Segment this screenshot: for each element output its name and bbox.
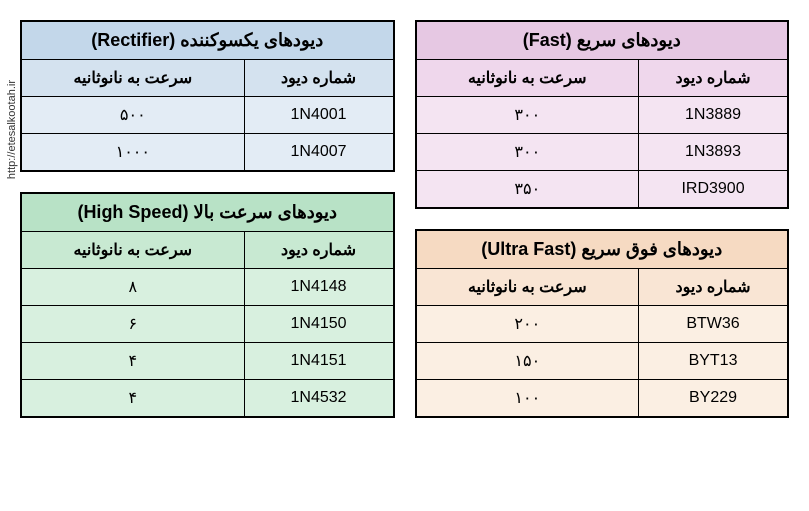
- rectifier-title: دیودهای یکسوکننده (Rectifier): [21, 21, 394, 60]
- table-cell: 1N4532: [244, 380, 393, 418]
- ultrafast-col-diode: شماره دیود: [639, 269, 788, 306]
- fast-title: دیودهای سریع (Fast): [416, 21, 789, 60]
- table-cell: BYT13: [639, 343, 788, 380]
- table-cell: ۱۰۰: [416, 380, 639, 418]
- table-cell: 1N3889: [639, 97, 788, 134]
- table-cell: 1N3893: [639, 134, 788, 171]
- rectifier-table: دیودهای یکسوکننده (Rectifier)شماره دیودس…: [20, 20, 395, 172]
- table-cell: ۴: [21, 380, 244, 418]
- rectifier-col-diode: شماره دیود: [244, 60, 393, 97]
- ultrafast-col-speed: سرعت به نانوثانیه: [416, 269, 639, 306]
- table-cell: ۴: [21, 343, 244, 380]
- highspeed-col-speed: سرعت به نانوثانیه: [21, 232, 244, 269]
- ultrafast-title: دیودهای فوق سریع (Ultra Fast): [416, 230, 789, 269]
- fast-col-diode: شماره دیود: [639, 60, 788, 97]
- table-cell: ۱۰۰۰: [21, 134, 244, 172]
- highspeed-table: دیودهای سرعت بالا (High Speed)شماره دیود…: [20, 192, 395, 418]
- ultrafast-table: دیودهای فوق سریع (Ultra Fast)شماره دیودس…: [415, 229, 790, 418]
- table-cell: ۳۵۰: [416, 171, 639, 209]
- table-cell: ۸: [21, 269, 244, 306]
- table-cell: ۵۰۰: [21, 97, 244, 134]
- table-cell: ۲۰۰: [416, 306, 639, 343]
- table-cell: ۶: [21, 306, 244, 343]
- table-cell: ۳۰۰: [416, 134, 639, 171]
- table-cell: 1N4151: [244, 343, 393, 380]
- fast-table: دیودهای سریع (Fast)شماره دیودسرعت به نان…: [415, 20, 790, 209]
- table-cell: 1N4007: [244, 134, 393, 172]
- watermark: http://etesalkootah.ir: [6, 80, 18, 179]
- table-cell: IRD3900: [639, 171, 788, 209]
- table-cell: BTW36: [639, 306, 788, 343]
- table-cell: 1N4001: [244, 97, 393, 134]
- highspeed-col-diode: شماره دیود: [244, 232, 393, 269]
- fast-col-speed: سرعت به نانوثانیه: [416, 60, 639, 97]
- table-cell: 1N4150: [244, 306, 393, 343]
- rectifier-col-speed: سرعت به نانوثانیه: [21, 60, 244, 97]
- table-cell: ۱۵۰: [416, 343, 639, 380]
- table-cell: ۳۰۰: [416, 97, 639, 134]
- table-cell: 1N4148: [244, 269, 393, 306]
- table-cell: BY229: [639, 380, 788, 418]
- highspeed-title: دیودهای سرعت بالا (High Speed): [21, 193, 394, 232]
